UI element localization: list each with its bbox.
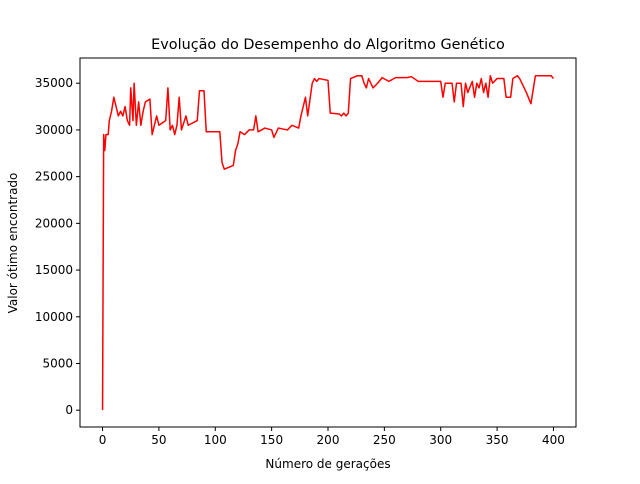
data-line — [101, 75, 555, 411]
chart-title: Evolução do Desempenho do Algoritmo Gené… — [151, 37, 505, 53]
x-tick-label: 50 — [151, 433, 166, 447]
y-tick-label: 10000 — [35, 310, 73, 324]
y-tick-label: 30000 — [35, 123, 73, 137]
y-tick-label: 5000 — [42, 356, 73, 370]
y-tick-label: 25000 — [35, 170, 73, 184]
x-tick-label: 150 — [260, 433, 283, 447]
x-tick-label: 400 — [542, 433, 565, 447]
x-tick-label: 300 — [429, 433, 452, 447]
y-tick-label: 35000 — [35, 76, 73, 90]
x-tick-label: 250 — [373, 433, 396, 447]
x-tick-label: 0 — [99, 433, 107, 447]
x-axis-label: Número de gerações — [265, 457, 390, 471]
y-tick-label: 0 — [65, 403, 73, 417]
y-tick-label: 20000 — [35, 216, 73, 230]
y-axis-label: Valor ótimo encontrado — [6, 173, 20, 314]
x-tick-label: 350 — [486, 433, 509, 447]
x-tick-label: 200 — [317, 433, 340, 447]
plot-frame — [79, 57, 577, 428]
y-tick-label: 15000 — [35, 263, 73, 277]
x-tick-label: 100 — [204, 433, 227, 447]
